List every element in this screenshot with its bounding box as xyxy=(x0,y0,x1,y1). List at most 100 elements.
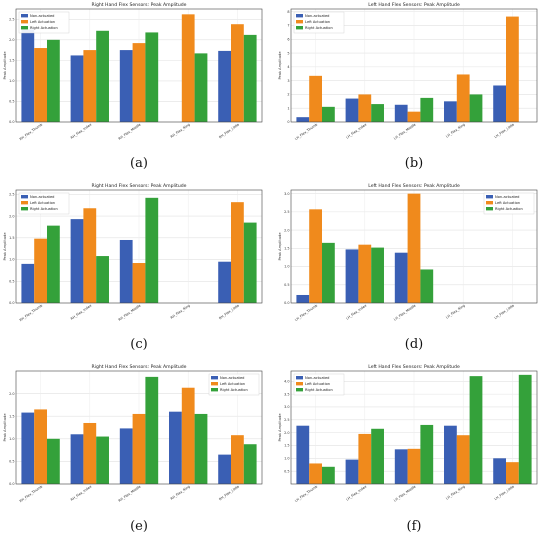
bar-non-actuated-4 xyxy=(218,50,232,122)
x-tick-label: RH_Flex_Little xyxy=(218,123,240,140)
bar-non-actuated-4 xyxy=(493,458,507,484)
chart-title: Right Hand Flex Sensors: Peak Amplitude xyxy=(91,183,186,189)
y-tick-label: 3.0 xyxy=(284,192,289,196)
legend-label: Right Actuation xyxy=(220,388,248,392)
chart-panel-3: Left Hand Flex Sensors: Peak Amplitude 0.… xyxy=(278,183,538,352)
bar-non-actuated-1 xyxy=(345,249,359,303)
legend: Non-actuated Left Actuation Right Actuatio… xyxy=(293,11,345,34)
bar-right-actuation-1 xyxy=(96,256,109,303)
legend-label: Left Actuation xyxy=(305,382,330,386)
bar-left-actuation-0 xyxy=(309,463,322,484)
y-tick-label: 1.0 xyxy=(9,437,14,441)
bar-non-actuated-0 xyxy=(21,29,35,122)
x-tick-label: RH_Flex_Middle xyxy=(118,485,142,503)
bar-left-actuation-3 xyxy=(456,435,470,484)
bar-left-actuation-3 xyxy=(181,14,195,122)
x-tick-label: LH_Flex_Little xyxy=(494,304,515,321)
bar-right-actuation-4 xyxy=(243,444,257,484)
y-tick-label: 4 xyxy=(287,65,289,69)
x-tick-label: RH_Flex_Index xyxy=(70,123,92,140)
x-tick-label: LH_Flex_Little xyxy=(494,485,515,502)
bar-left-actuation-0 xyxy=(309,209,322,303)
y-axis-label: Peak Amplitude xyxy=(3,232,7,261)
y-tick-label: 0.5 xyxy=(284,283,289,287)
y-tick-label: 1.5 xyxy=(284,247,289,251)
chart-panel-4: Right Hand Flex Sensors: Peak Amplitude 0… xyxy=(3,364,263,534)
y-tick-label: 3 xyxy=(287,79,289,83)
bar-right-actuation-2 xyxy=(420,269,434,303)
legend-box xyxy=(208,373,260,396)
panel-caption: (d) xyxy=(405,337,423,352)
x-tick-label: LH_Flex_Index xyxy=(345,304,367,321)
plot-frame xyxy=(290,370,538,485)
x-tick-label: LH_Flex_Little xyxy=(494,123,515,140)
x-tick-label: RH_Flex_Thumb xyxy=(19,304,43,323)
bar-left-actuation-1 xyxy=(83,208,97,303)
x-tick-label: RH_Flex_Thumb xyxy=(19,123,43,142)
bar-right-actuation-1 xyxy=(96,30,109,122)
legend-label: Left Actuation xyxy=(305,20,330,24)
y-tick-label: 0.5 xyxy=(9,100,14,104)
legend-swatch xyxy=(21,201,28,205)
bar-non-actuated-4 xyxy=(218,261,232,303)
panel-caption: (c) xyxy=(130,337,147,352)
bar-non-actuated-2 xyxy=(119,428,133,484)
x-tick-label: RH_Flex_Little xyxy=(218,304,240,321)
legend-label: Right Actuation xyxy=(30,26,58,30)
bar-right-actuation-2 xyxy=(145,376,159,484)
plot-frame xyxy=(290,8,538,123)
x-tick-label: RH_Flex_Middle xyxy=(118,304,142,322)
bar-left-actuation-3 xyxy=(456,74,470,122)
x-tick-label: LH_Flex_Ring xyxy=(445,304,466,320)
legend-label: Left Actuation xyxy=(220,382,245,386)
y-tick-label: 2.0 xyxy=(284,431,289,435)
y-tick-label: 2.0 xyxy=(284,228,289,232)
legend-swatch xyxy=(296,376,303,380)
legend: Non-actuated Left Actuation Right Actuatio… xyxy=(483,192,535,215)
bar-left-actuation-3 xyxy=(181,387,195,484)
y-axis-label: Peak Amplitude xyxy=(3,413,7,442)
bar-left-actuation-0 xyxy=(309,75,322,122)
bar-right-actuation-2 xyxy=(145,197,159,303)
y-tick-label: 0.5 xyxy=(9,279,14,283)
bar-non-actuated-3 xyxy=(169,411,182,484)
legend-label: Left Actuation xyxy=(30,20,55,24)
bar-non-actuated-0 xyxy=(21,263,35,303)
bar-right-actuation-2 xyxy=(420,97,434,122)
x-tick-label: LH_Flex_Middle xyxy=(393,485,417,503)
bar-non-actuated-0 xyxy=(296,117,310,122)
y-axis-label: Peak Amplitude xyxy=(3,51,7,80)
bar-left-actuation-0 xyxy=(34,238,47,303)
bar-non-actuated-3 xyxy=(444,425,457,484)
bar-left-actuation-4 xyxy=(231,435,244,484)
plot-frame xyxy=(290,189,538,304)
chart-title: Left Hand Flex Sensors: Peak Amplitude xyxy=(368,183,460,189)
bar-left-actuation-0 xyxy=(34,48,47,122)
x-tick-label: LH_Flex_Ring xyxy=(445,485,466,501)
legend-swatch xyxy=(211,376,218,380)
x-tick-label: LH_Flex_Thumb xyxy=(294,123,318,142)
bar-right-actuation-0 xyxy=(321,106,335,122)
legend-swatch xyxy=(296,382,303,386)
x-tick-label: LH_Flex_Thumb xyxy=(294,485,318,504)
bar-right-actuation-0 xyxy=(46,438,60,484)
y-tick-label: 5 xyxy=(287,51,289,55)
legend-swatch xyxy=(21,207,28,211)
bar-right-actuation-1 xyxy=(96,436,109,484)
x-tick-label: RH_Flex_Ring xyxy=(170,485,191,501)
bar-non-actuated-0 xyxy=(296,425,310,484)
y-tick-label: 2.5 xyxy=(284,418,289,422)
panel-caption: (e) xyxy=(130,519,148,534)
x-tick-label: RH_Flex_Middle xyxy=(118,123,142,141)
legend-swatch xyxy=(21,26,28,30)
panel-caption: (a) xyxy=(130,156,148,171)
bar-right-actuation-1 xyxy=(371,104,384,122)
chart-title: Left Hand Flex Sensors: Peak Amplitude xyxy=(368,364,460,370)
bar-right-actuation-3 xyxy=(469,376,483,484)
legend-swatch xyxy=(296,14,303,18)
legend-box xyxy=(293,373,345,396)
plot-frame xyxy=(15,370,263,485)
bar-non-actuated-3 xyxy=(444,101,457,122)
bar-non-actuated-2 xyxy=(119,50,133,122)
legend-label: Left Actuation xyxy=(30,201,55,205)
